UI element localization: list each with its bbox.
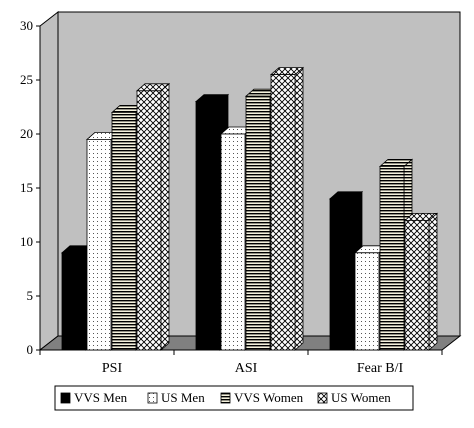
y-tick-label: 5 [27, 288, 34, 303]
bar-front [329, 198, 355, 351]
bar-front [270, 74, 296, 351]
side-wall [39, 10, 59, 352]
legend-box [54, 385, 414, 411]
y-tick-label: 15 [20, 180, 33, 195]
bar-front [86, 138, 112, 351]
y-tick-label: 20 [20, 126, 33, 141]
legend-label-us-men: US Men [161, 390, 205, 405]
bar-front [379, 165, 405, 351]
legend-label-vvs-women: VVS Women [234, 390, 304, 405]
bar-front [245, 95, 271, 351]
bar-front [61, 252, 87, 351]
y-tick-label: 30 [20, 18, 33, 33]
x-category-label: PSI [102, 361, 123, 376]
x-category-label: ASI [235, 361, 258, 376]
bar-us-women-fear-b-i [403, 212, 439, 351]
bar-front [404, 219, 430, 351]
bar-front [354, 252, 380, 351]
legend: VVS Men US Men VVS Women US Women [54, 385, 414, 411]
legend-label-us-women: US Women [331, 390, 391, 405]
bar-side [160, 82, 170, 351]
bar-us-women-psi [135, 82, 171, 351]
y-tick-label: 0 [27, 342, 34, 357]
y-tick-label: 10 [20, 234, 33, 249]
bar-side [294, 66, 304, 351]
legend-label-vvs-men: VVS Men [74, 390, 128, 405]
bar-front [220, 133, 246, 351]
legend-swatch-vvs-women [220, 392, 231, 404]
bar-front [111, 112, 137, 351]
legend-swatch-us-women [317, 392, 328, 404]
bar-us-women-asi [269, 66, 305, 351]
legend-swatch-us-men [147, 392, 158, 404]
bar-vvs-men-psi [60, 244, 96, 351]
bar-side [428, 212, 438, 351]
bar-front [195, 101, 221, 351]
legend-swatch-vvs-men [60, 392, 71, 404]
x-category-label: Fear B/I [357, 361, 404, 376]
y-tick-label: 25 [20, 72, 33, 87]
bar-front [136, 90, 162, 351]
